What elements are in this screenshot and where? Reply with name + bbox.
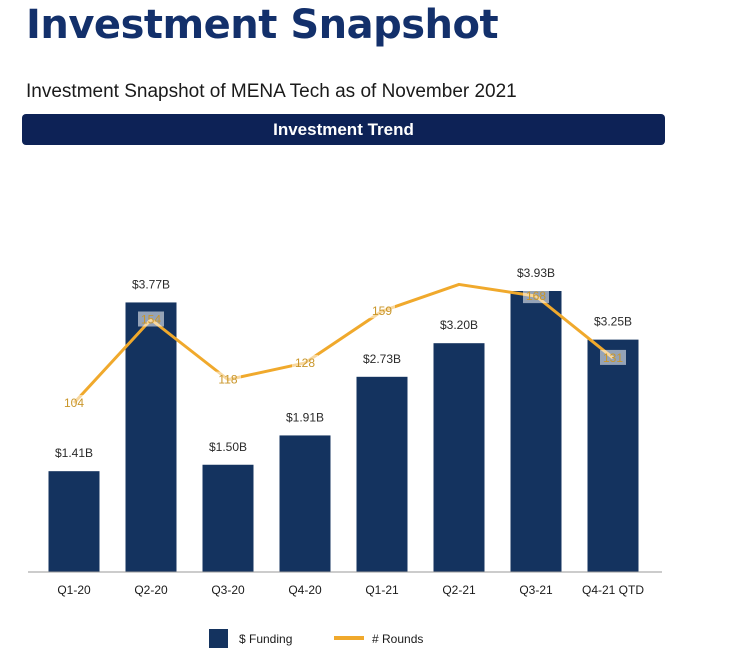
funding-bar-label: $3.20B: [440, 318, 478, 332]
funding-bar: [48, 471, 100, 572]
x-tick-label: Q1-21: [365, 583, 399, 597]
funding-bar-label: $1.41B: [55, 446, 93, 460]
funding-bar-label: $3.77B: [132, 277, 170, 291]
legend-funding-swatch: [209, 629, 228, 648]
funding-bar: [433, 343, 485, 572]
funding-bar: [279, 435, 331, 572]
section-banner-label: Investment Trend: [273, 119, 414, 139]
rounds-point-label: 131: [603, 351, 623, 365]
rounds-point-label: 168: [526, 289, 546, 303]
rounds-point-label: 154: [141, 313, 161, 327]
rounds-point-label: 159: [372, 304, 392, 318]
x-tick-label: Q3-21: [519, 583, 553, 597]
rounds-label-bg: [600, 349, 626, 365]
rounds-point-label: 128: [295, 356, 315, 370]
x-tick-label: Q4-20: [288, 583, 322, 597]
funding-bar-label: $1.50B: [209, 440, 247, 454]
funding-bar: [356, 376, 408, 572]
rounds-label-bg: [292, 354, 318, 370]
rounds-label-bg: [138, 311, 164, 327]
rounds-point-label: 118: [218, 373, 237, 387]
legend-funding-label: $ Funding: [239, 632, 292, 646]
funding-bar-label: $2.73B: [363, 352, 401, 366]
rounds-label-bg: [61, 395, 87, 410]
rounds-point-label: 104: [64, 396, 84, 410]
funding-bar-label: $1.91B: [286, 410, 324, 424]
x-tick-label: Q1-20: [57, 583, 91, 597]
x-tick-label: Q4-21 QTD: [582, 583, 644, 597]
rounds-label-bg: [369, 303, 395, 319]
funding-bar: [202, 464, 254, 572]
page-title: Investment Snapshot: [26, 2, 499, 48]
rounds-label-bg: [215, 371, 241, 387]
x-tick-label: Q2-21: [442, 583, 476, 597]
funding-bar: [125, 302, 177, 572]
legend-rounds-label: # Rounds: [372, 632, 423, 646]
funding-bar: [587, 339, 639, 572]
section-banner: Investment Trend: [22, 114, 665, 145]
funding-bar-label: $3.93B: [517, 266, 555, 280]
funding-bar-label: $3.25B: [594, 315, 632, 329]
funding-bar: [510, 291, 562, 572]
x-tick-label: Q3-20: [211, 583, 245, 597]
rounds-label-bg: [523, 288, 549, 304]
page-subtitle: Investment Snapshot of MENA Tech as of N…: [26, 81, 517, 102]
x-tick-label: Q2-20: [134, 583, 168, 597]
